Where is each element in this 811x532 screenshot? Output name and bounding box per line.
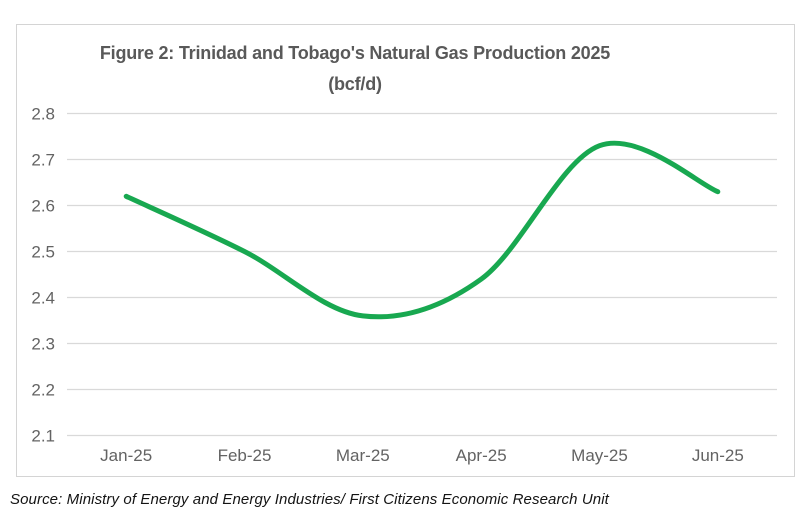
production-line-series bbox=[123, 140, 721, 320]
x-tick-label: May-25 bbox=[571, 446, 628, 465]
chart-title-block: Figure 2: Trinidad and Tobago's Natural … bbox=[17, 38, 693, 100]
source-note: Source: Ministry of Energy and Energy In… bbox=[10, 491, 609, 508]
chart-subtitle: (bcf/d) bbox=[328, 74, 382, 94]
y-tick-label: 2.7 bbox=[31, 151, 55, 170]
chart-container: Figure 2: Trinidad and Tobago's Natural … bbox=[16, 24, 795, 477]
x-tick-label: Mar-25 bbox=[336, 446, 390, 465]
y-tick-label: 2.4 bbox=[31, 289, 55, 308]
y-tick-label: 2.2 bbox=[31, 381, 55, 400]
x-tick-label: Feb-25 bbox=[218, 446, 272, 465]
x-tick-label: Apr-25 bbox=[456, 446, 507, 465]
y-tick-label: 2.1 bbox=[31, 427, 55, 446]
y-tick-label: 2.3 bbox=[31, 335, 55, 354]
x-tick-label: Jan-25 bbox=[100, 446, 152, 465]
y-tick-label: 2.8 bbox=[31, 105, 55, 124]
y-tick-label: 2.5 bbox=[31, 243, 55, 262]
x-tick-label: Jun-25 bbox=[692, 446, 744, 465]
chart-title: Figure 2: Trinidad and Tobago's Natural … bbox=[99, 43, 611, 63]
y-tick-label: 2.6 bbox=[31, 197, 55, 216]
chart-plot: 2.8 2.7 2.6 2.5 2.4 2.3 2.2 2.1 Jan-25 Feb-25 Mar-… bbox=[31, 105, 777, 465]
